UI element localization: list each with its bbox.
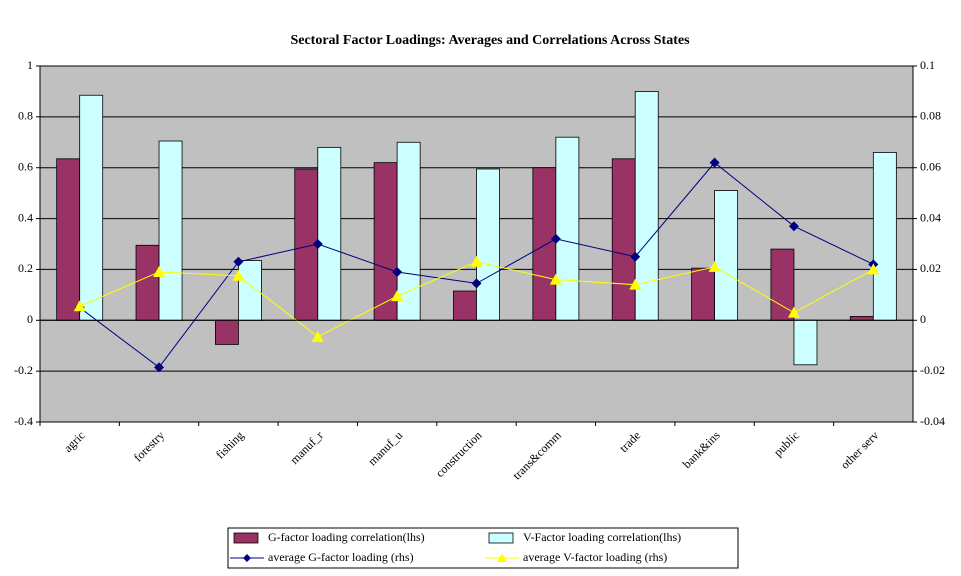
y-tick-label: 0 [27, 312, 33, 326]
x-tick-label: bank&ins [680, 428, 723, 471]
line-marker [629, 278, 642, 290]
legend-box [227, 527, 739, 569]
y2-tick-label: 0 [920, 312, 926, 326]
bar [793, 319, 818, 366]
line-marker [232, 269, 245, 281]
bar [714, 190, 739, 321]
x-tick-label: manuf_r [287, 428, 326, 467]
line-marker [470, 255, 483, 267]
bar [453, 290, 477, 321]
bar [691, 267, 715, 321]
bar [849, 316, 874, 321]
y-tick-label: -0.2 [14, 363, 33, 377]
x-tick-label: trans&comm [510, 428, 565, 483]
x-tick-label: trade [616, 428, 643, 455]
line-marker [549, 273, 562, 285]
y2-tick-label: -0.04 [920, 414, 945, 428]
x-tick-label: fishing [213, 428, 246, 461]
y2-tick-label: -0.02 [920, 363, 945, 377]
x-tick-label: manuf_u [365, 428, 405, 468]
bar [611, 158, 636, 321]
line-marker [154, 362, 165, 373]
y2-tick-label: 0.04 [920, 210, 941, 224]
bar [135, 244, 160, 321]
line-marker [233, 256, 244, 267]
line-marker [312, 239, 323, 249]
y-tick-label: 0.2 [18, 261, 33, 275]
line-marker [311, 330, 324, 342]
bar [476, 168, 500, 321]
bar [770, 248, 795, 321]
bar [555, 136, 580, 321]
y-tick-label: 0.4 [18, 210, 33, 224]
legend-label: G-factor loading correlation(lhs) [268, 530, 425, 544]
x-tick-label: public [771, 428, 802, 459]
y2-tick-label: 0.06 [920, 159, 941, 173]
y-tick-label: 1 [27, 58, 33, 72]
line-marker [73, 300, 86, 312]
bar [317, 146, 342, 321]
legend-swatch [233, 532, 259, 544]
y2-tick-label: 0.02 [920, 261, 941, 275]
line-marker [709, 157, 720, 168]
line-marker [391, 290, 404, 302]
line-marker [787, 306, 800, 318]
bar [396, 141, 421, 321]
legend-label: average G-factor loading (rhs) [268, 550, 414, 564]
line-marker [471, 278, 482, 289]
line-marker [392, 266, 403, 277]
bar [214, 319, 239, 345]
bar [79, 94, 104, 321]
y2-tick-label: 0.08 [920, 109, 941, 123]
line-marker [788, 221, 799, 232]
x-tick-label: forestry [131, 428, 167, 464]
line-marker [153, 265, 166, 277]
y-tick-label: 0.6 [18, 159, 33, 173]
x-tick-label: other serv [838, 428, 882, 472]
line-marker [630, 251, 641, 262]
y2-tick-label: 0.1 [920, 58, 935, 72]
legend-label: V-Factor loading correlation(lhs) [523, 530, 681, 544]
legend-swatch [488, 532, 514, 544]
chart-title: Sectoral Factor Loadings: Averages and C… [290, 33, 690, 48]
legend-label: average V-factor loading (rhs) [523, 550, 667, 564]
bar [532, 167, 557, 321]
x-tick-label: agric [61, 428, 88, 455]
line-marker [867, 263, 880, 275]
legend-marker [243, 554, 251, 562]
y-tick-label: -0.4 [14, 414, 33, 428]
bar [56, 158, 81, 321]
x-tick-label: construction [433, 428, 485, 480]
line-marker [708, 260, 721, 272]
bar [158, 140, 183, 321]
legend-marker [497, 553, 507, 562]
line-marker [550, 233, 561, 244]
bar [872, 152, 897, 321]
y-tick-label: 0.8 [18, 109, 33, 123]
